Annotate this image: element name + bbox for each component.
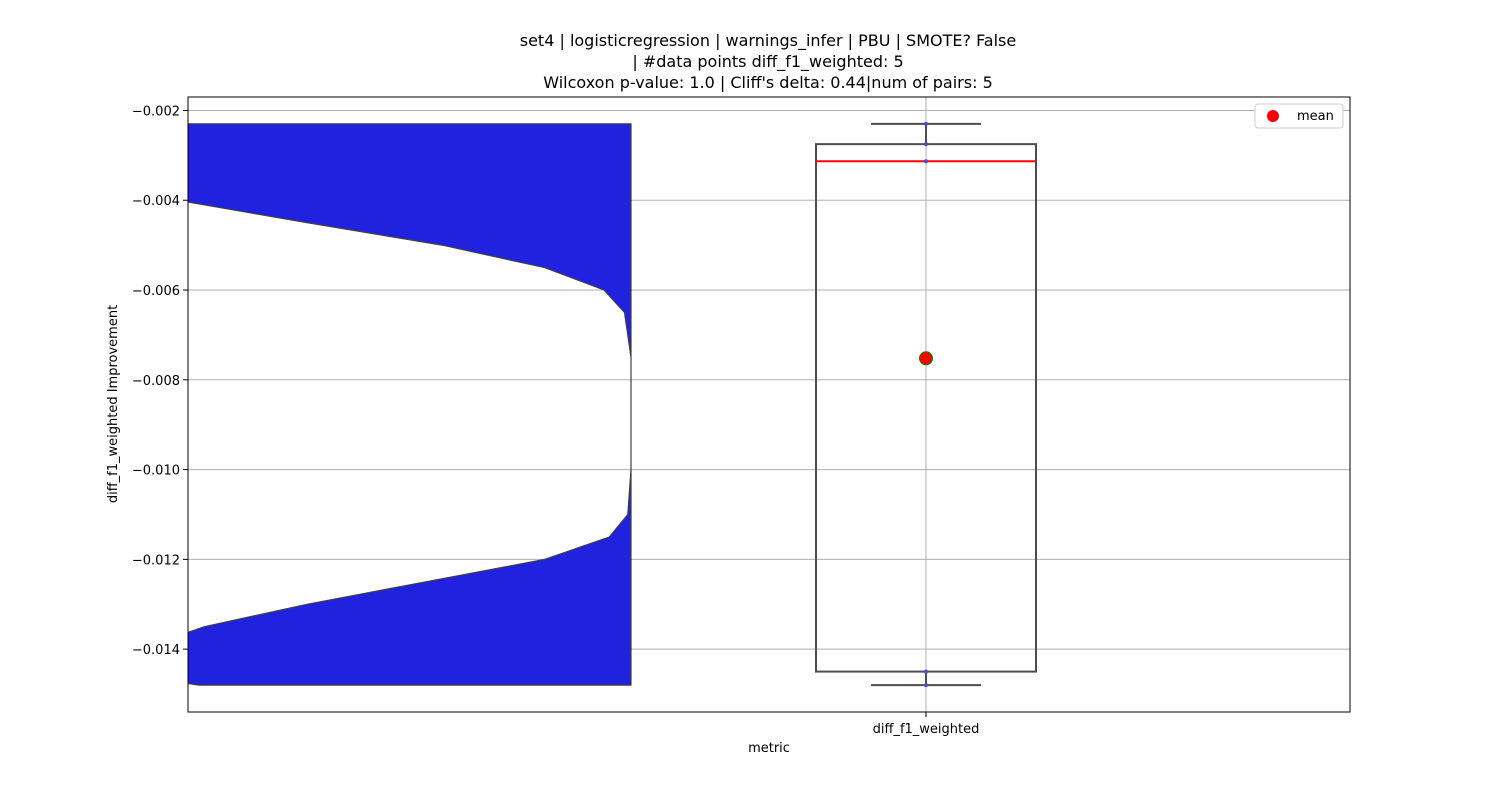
title-line-3: Wilcoxon p-value: 1.0 | Cliff's delta: 0… [543,73,993,92]
data-point [924,142,928,147]
y-tick-label: −0.010 [132,464,180,479]
title-line-1: set4 | logisticregression | warnings_inf… [520,31,1016,51]
legend-mean-label: mean [1297,109,1334,124]
y-tick-label: −0.008 [132,374,180,389]
y-tick-label: −0.014 [132,643,180,658]
data-point [924,121,928,126]
mean-marker [919,351,933,366]
box-plot [815,121,1037,688]
x-axis-label: metric [748,741,790,756]
data-point [924,683,928,688]
chart-title: set4 | logisticregression | warnings_inf… [520,31,1016,92]
y-tick-label: −0.006 [132,284,180,299]
violin-body [188,123,632,686]
legend-mean-marker [1267,110,1279,122]
data-point [924,669,928,674]
plot-frame [187,96,1351,713]
violin-layer [188,123,632,686]
x-axis: diff_f1_weighted metric [748,712,979,756]
legend-box [1254,103,1344,129]
y-tick-label: −0.012 [132,553,180,568]
y-axis-ticks: −0.002 −0.004 −0.006 −0.008 −0.010 −0.012 −0.0… [132,104,188,658]
legend: mean [1254,103,1344,129]
y-tick-label: −0.002 [132,104,180,119]
grid-lines [188,97,1350,712]
data-point [924,159,928,164]
title-line-2: | #data points diff_f1_weighted: 5 [632,52,903,72]
y-tick-label: −0.004 [132,194,180,209]
y-axis-label: diff_f1_weighted Improvement [106,305,121,503]
x-tick-label: diff_f1_weighted [873,722,980,737]
